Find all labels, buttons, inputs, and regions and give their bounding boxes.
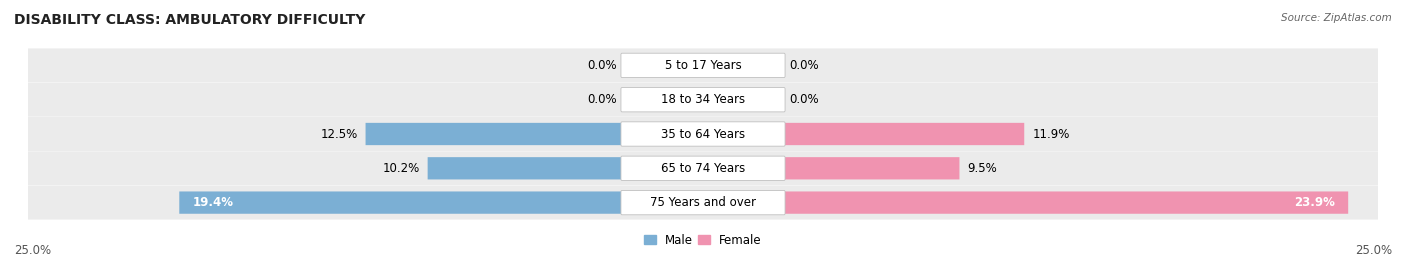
Text: 0.0%: 0.0% [586, 93, 617, 106]
Legend: Male, Female: Male, Female [640, 229, 766, 252]
Text: 11.9%: 11.9% [1032, 128, 1070, 140]
Text: DISABILITY CLASS: AMBULATORY DIFFICULTY: DISABILITY CLASS: AMBULATORY DIFFICULTY [14, 13, 366, 27]
Text: 25.0%: 25.0% [14, 244, 51, 257]
FancyBboxPatch shape [427, 157, 703, 180]
Text: 25.0%: 25.0% [1355, 244, 1392, 257]
Text: 10.2%: 10.2% [382, 162, 419, 175]
FancyBboxPatch shape [27, 117, 1379, 151]
FancyBboxPatch shape [27, 49, 1379, 82]
Text: 75 Years and over: 75 Years and over [650, 196, 756, 209]
FancyBboxPatch shape [621, 156, 785, 180]
Text: 23.9%: 23.9% [1294, 196, 1334, 209]
Text: 0.0%: 0.0% [586, 59, 617, 72]
Text: 18 to 34 Years: 18 to 34 Years [661, 93, 745, 106]
Text: 35 to 64 Years: 35 to 64 Years [661, 128, 745, 140]
FancyBboxPatch shape [621, 53, 785, 77]
FancyBboxPatch shape [621, 88, 785, 112]
FancyBboxPatch shape [27, 151, 1379, 185]
FancyBboxPatch shape [621, 191, 785, 215]
FancyBboxPatch shape [27, 186, 1379, 219]
Text: 19.4%: 19.4% [193, 196, 233, 209]
Text: 9.5%: 9.5% [967, 162, 997, 175]
FancyBboxPatch shape [703, 157, 959, 180]
Text: Source: ZipAtlas.com: Source: ZipAtlas.com [1281, 13, 1392, 23]
Text: 65 to 74 Years: 65 to 74 Years [661, 162, 745, 175]
FancyBboxPatch shape [703, 191, 1348, 214]
Text: 0.0%: 0.0% [789, 59, 820, 72]
FancyBboxPatch shape [366, 123, 703, 145]
FancyBboxPatch shape [180, 191, 703, 214]
FancyBboxPatch shape [27, 83, 1379, 117]
FancyBboxPatch shape [703, 123, 1024, 145]
Text: 0.0%: 0.0% [789, 93, 820, 106]
FancyBboxPatch shape [621, 122, 785, 146]
Text: 12.5%: 12.5% [321, 128, 357, 140]
Text: 5 to 17 Years: 5 to 17 Years [665, 59, 741, 72]
